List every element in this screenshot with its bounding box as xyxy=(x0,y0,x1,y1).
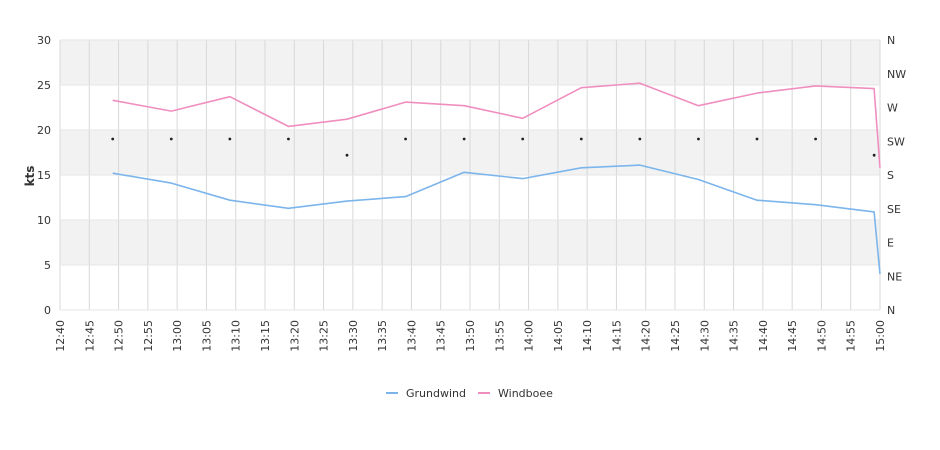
direction-point xyxy=(169,137,173,141)
x-tick-label: 14:15 xyxy=(610,320,623,352)
direction-points xyxy=(111,137,876,157)
x-tick-label: 13:25 xyxy=(318,320,331,352)
y-tick-label: 10 xyxy=(37,214,51,227)
right-axis-tick-label: S xyxy=(887,169,894,182)
direction-point xyxy=(287,137,290,141)
direction-point xyxy=(111,137,115,141)
x-tick-label: 13:40 xyxy=(405,320,418,352)
y-axis-ticks: 0 5 10 15 20 25 30 xyxy=(37,34,51,317)
x-tick-label: 14:35 xyxy=(728,320,741,352)
x-tick-label: 14:50 xyxy=(815,320,828,352)
direction-point xyxy=(872,153,876,157)
x-tick-label: 13:35 xyxy=(376,320,389,352)
x-tick-label: 13:30 xyxy=(347,320,360,352)
legend-label: Grundwind xyxy=(406,387,466,400)
x-tick-label: 13:20 xyxy=(288,320,301,352)
y-axis-label: kts xyxy=(23,166,37,187)
x-tick-label: 13:15 xyxy=(259,320,272,352)
right-axis-tick-label: SW xyxy=(887,135,905,148)
x-tick-label: 14:45 xyxy=(786,320,799,352)
direction-point xyxy=(404,137,407,141)
x-tick-label: 14:20 xyxy=(640,320,653,352)
x-tick-label: 13:50 xyxy=(464,320,477,352)
horizontal-gridlines xyxy=(60,39,880,311)
right-axis-tick-label: NE xyxy=(887,270,902,283)
series-line-2 xyxy=(112,82,881,168)
x-tick-label: 14:40 xyxy=(757,320,770,352)
right-axis-tick-label: N xyxy=(887,304,895,317)
right-axis-tick-label: SE xyxy=(887,203,901,216)
y-tick-label: 30 xyxy=(37,34,51,47)
right-axis-tick-label: NW xyxy=(887,68,906,81)
x-tick-label: 14:10 xyxy=(581,320,594,352)
direction-point xyxy=(579,137,583,141)
right-axis-tick-label: W xyxy=(887,102,898,115)
direction-point xyxy=(345,153,349,157)
x-tick-label: 14:25 xyxy=(669,320,682,352)
x-tick-label: 12:50 xyxy=(113,320,126,352)
x-axis-ticks: 12:40 12:45 12:50 12:55 13:00 13:05 13:10 13:15… xyxy=(54,320,887,352)
direction-point xyxy=(755,137,759,141)
series-line-1 xyxy=(112,164,881,275)
right-axis-tick-label: E xyxy=(887,237,894,250)
series-lines xyxy=(112,82,881,275)
y-tick-label: 15 xyxy=(37,169,51,182)
y-tick-label: 5 xyxy=(44,259,51,272)
x-tick-label: 14:05 xyxy=(552,320,565,352)
x-tick-label: 12:40 xyxy=(54,320,67,352)
y-tick-label: 25 xyxy=(37,79,51,92)
direction-point xyxy=(638,137,642,141)
x-tick-label: 13:00 xyxy=(171,320,184,352)
x-tick-label: 15:00 xyxy=(874,320,887,352)
direction-point xyxy=(228,137,232,141)
x-tick-label: 14:30 xyxy=(698,320,711,352)
legend-label: Windboee xyxy=(498,387,553,400)
right-axis-tick-label: N xyxy=(887,34,895,47)
x-tick-label: 13:10 xyxy=(230,320,243,352)
direction-point xyxy=(462,137,466,141)
right-axis-ticks: N NE E SE S SW W NW N xyxy=(887,34,906,317)
direction-point xyxy=(814,137,817,141)
x-tick-label: 14:00 xyxy=(523,320,536,352)
legend: Grundwind Windboee xyxy=(386,387,553,400)
direction-point xyxy=(521,137,525,141)
direction-point xyxy=(697,137,700,141)
x-tick-label: 13:05 xyxy=(200,320,213,352)
x-tick-label: 13:45 xyxy=(435,320,448,352)
y-tick-label: 20 xyxy=(37,124,51,137)
y-tick-label: 0 xyxy=(44,304,51,317)
x-tick-label: 12:45 xyxy=(83,320,96,352)
x-tick-label: 13:55 xyxy=(493,320,506,352)
x-tick-label: 14:55 xyxy=(845,320,858,352)
x-tick-label: 12:55 xyxy=(142,320,155,352)
